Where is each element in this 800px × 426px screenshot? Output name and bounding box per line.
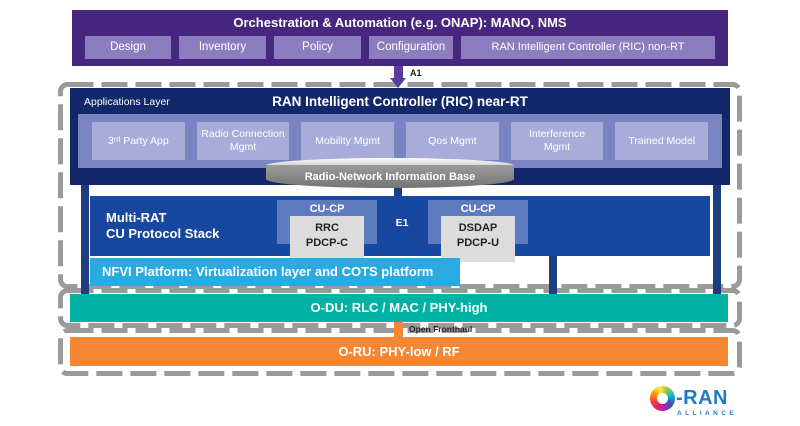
- a1-connector-line: [394, 62, 403, 80]
- logo-alliance-text: ALLIANCE: [677, 410, 738, 417]
- fronthaul-connector-line: [394, 322, 403, 337]
- rnib-cylinder: Radio-Network Information Base: [266, 158, 514, 190]
- frame-ric-section: [58, 82, 742, 289]
- orchestration-item-policy: Policy: [274, 36, 361, 59]
- a1-interface-label: A1: [410, 68, 422, 78]
- logo-wordmark: -RAN: [676, 387, 728, 409]
- cu-stack-title: Multi-RAT CU Protocol Stack: [106, 209, 220, 241]
- orchestration-title: Orchestration & Automation (e.g. ONAP): …: [233, 15, 567, 30]
- orchestration-item-design: Design: [85, 36, 171, 59]
- app-box-interference-mgmt: Interference Mgmt: [510, 122, 604, 160]
- orchestration-box: Orchestration & Automation (e.g. ONAP): …: [72, 10, 728, 66]
- orchestration-item-inventory: Inventory: [179, 36, 266, 59]
- near-rt-ric-title: RAN Intelligent Controller (RIC) near-RT: [272, 94, 528, 109]
- frame-oru-section: [58, 328, 742, 376]
- oran-alliance-logo: -RAN ALLIANCE: [650, 386, 737, 417]
- app-box-radio-connection-mgmt: Radio Connection Mgmt: [196, 122, 290, 160]
- orchestration-item-ric-non-rt: RAN Intelligent Controller (RIC) non-RT: [461, 36, 715, 59]
- app-box-trained-model: Trained Model: [615, 122, 709, 160]
- open-fronthaul-label: Open Fronthaul: [409, 324, 473, 334]
- e1-interface-label: E1: [395, 217, 409, 229]
- oru-box: O-RU: PHY-low / RF: [70, 337, 728, 366]
- logo-row: -RAN: [650, 386, 737, 411]
- app-box-3rd-party: 3ʳᵈ Party App: [92, 122, 185, 160]
- connector-ric-to-odu-left: [81, 183, 89, 295]
- applications-layer-label: Applications Layer: [84, 96, 170, 108]
- app-box-mobility-mgmt: Mobility Mgmt: [301, 122, 395, 160]
- orchestration-items: Design Inventory Policy Configuration RA…: [85, 36, 715, 59]
- dsdap-pdcp-u-box: DSDAP PDCP-U: [441, 216, 515, 262]
- a1-arrow-down-icon: [390, 78, 406, 88]
- connector-ric-to-odu-right: [713, 183, 721, 295]
- odu-box: O-DU: RLC / MAC / PHY-high: [70, 294, 728, 322]
- logo-rainbow-o-icon: [650, 386, 675, 411]
- rnib-label: Radio-Network Information Base: [266, 165, 514, 188]
- app-box-qos-mgmt: Qos Mgmt: [406, 122, 499, 160]
- connector-ric-to-cu: [394, 180, 402, 198]
- orchestration-item-configuration: Configuration: [369, 36, 453, 59]
- cu-protocol-stack-box: Multi-RAT CU Protocol Stack CU-CP RRC PD…: [90, 196, 710, 262]
- rrc-pdcp-c-box: RRC PDCP-C: [290, 216, 364, 262]
- connector-cu-to-odu: [549, 252, 557, 295]
- nfvi-platform-box: NFVI Platform: Virtualization layer and …: [90, 258, 460, 286]
